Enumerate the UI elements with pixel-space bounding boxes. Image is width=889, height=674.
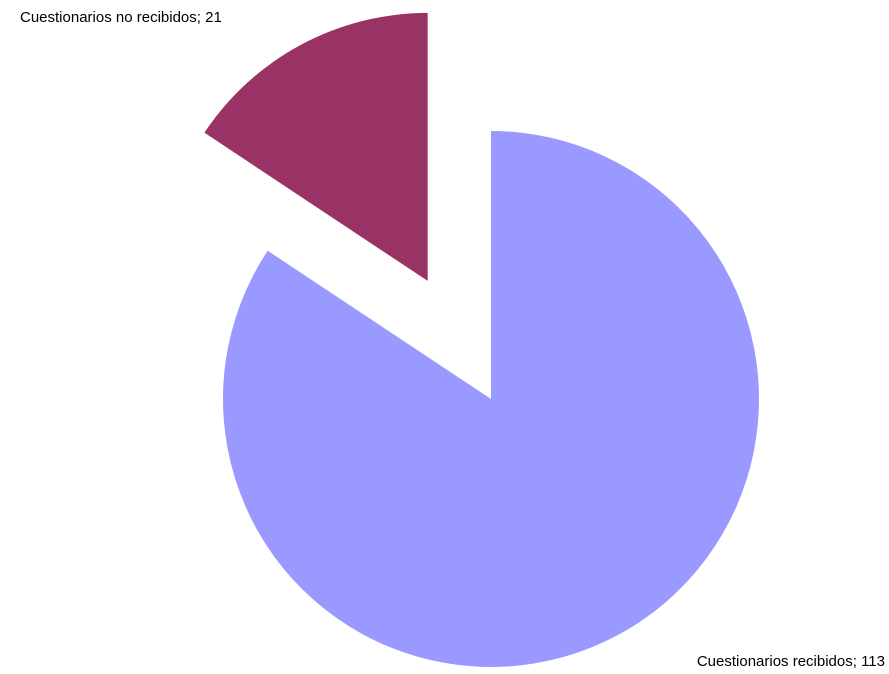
pie-slice <box>223 131 759 667</box>
pie-slice <box>204 12 428 281</box>
slice-label: Cuestionarios recibidos; 113 <box>697 653 885 670</box>
slice-label: Cuestionarios no recibidos; 21 <box>20 9 222 26</box>
